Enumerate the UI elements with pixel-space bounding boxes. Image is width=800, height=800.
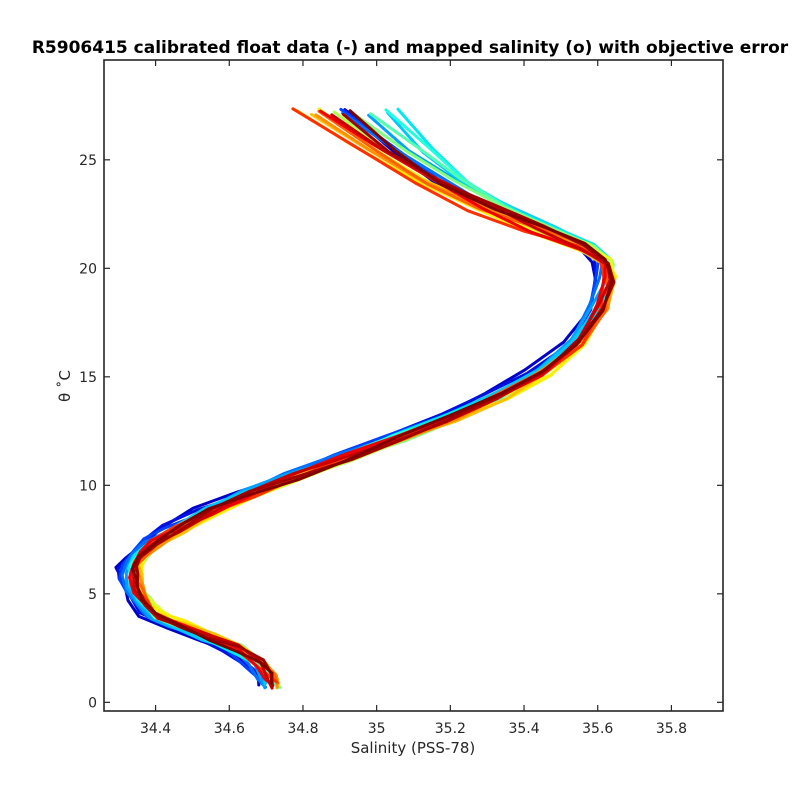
tick-layer: 34.4 34.6 34.8 35 35.2 35.4 35.6 35.8 0 5 10 15 20 25: [79, 60, 723, 737]
y-tick-label: 10: [79, 478, 97, 494]
x-tick-label: 35.2: [435, 721, 466, 737]
series-layer: [114, 107, 618, 690]
plot-area: [104, 60, 723, 711]
x-tick-label: 34.4: [140, 721, 171, 737]
y-tick-label: 0: [88, 695, 97, 711]
plot-frame: [103, 59, 724, 712]
x-tick-label: 35: [368, 721, 386, 737]
y-tick-label: 5: [88, 587, 97, 603]
profile-line: [130, 109, 614, 684]
x-tick-label: 34.8: [287, 721, 318, 737]
profile-line: [135, 113, 616, 688]
x-tick-label: 35.4: [508, 721, 539, 737]
chart-title: R5906415 calibrated float data (-) and m…: [32, 38, 789, 58]
x-tick-label: 35.6: [582, 721, 613, 737]
y-tick-label: 25: [79, 153, 97, 169]
x-tick-label: 34.6: [214, 721, 245, 737]
y-tick-label: 15: [79, 370, 97, 386]
x-tick-label: 35.8: [656, 721, 687, 737]
x-axis-label: Salinity (PSS-78): [351, 739, 476, 757]
y-tick-label: 20: [79, 261, 97, 277]
y-axis-label: θ ˚C: [56, 370, 74, 402]
